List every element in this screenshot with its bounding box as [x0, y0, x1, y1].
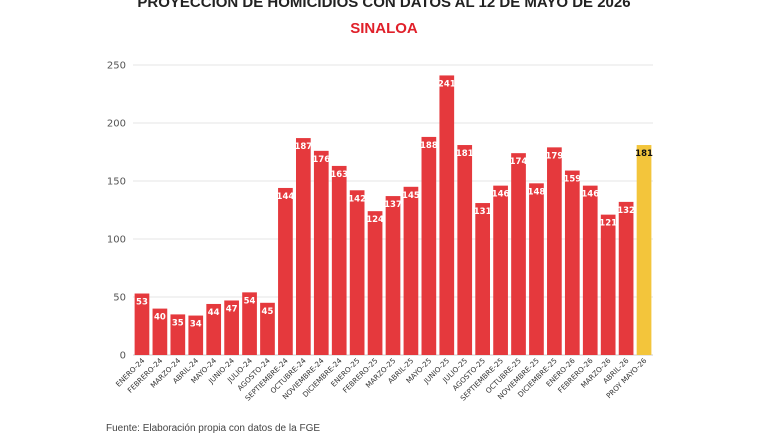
bar — [242, 292, 257, 355]
y-tick-label: 150 — [107, 177, 126, 188]
bar-value-label: 181 — [635, 149, 653, 159]
y-tick-label: 100 — [107, 235, 126, 246]
y-tick-label: 200 — [107, 119, 126, 130]
bar — [331, 165, 347, 355]
bar — [564, 170, 580, 355]
bar-value-label: 145 — [402, 191, 420, 201]
bar-value-label: 44 — [208, 308, 220, 318]
y-axis-ticks: 0 50 100 150 200 250 — [107, 61, 126, 362]
bar-value-label: 187 — [294, 142, 312, 152]
bar-projection — [636, 145, 652, 355]
bar-value-label: 179 — [546, 151, 564, 161]
bar-value-label: 159 — [563, 175, 581, 185]
bar-value-label: 40 — [154, 313, 166, 323]
bar-value-label: 47 — [226, 304, 238, 314]
bar — [313, 150, 329, 355]
bar-value-label: 176 — [312, 155, 330, 165]
bar-value-label: 45 — [262, 307, 274, 317]
bar-value-label: 53 — [136, 298, 148, 308]
bar — [547, 147, 562, 355]
bar-value-label: 163 — [330, 170, 348, 180]
y-tick-label: 0 — [120, 351, 126, 362]
bar-value-label: 181 — [456, 149, 474, 159]
bar-value-label: 174 — [510, 157, 528, 167]
bar-value-label: 241 — [438, 79, 456, 89]
bar — [260, 302, 275, 355]
bar-value-label: 188 — [420, 141, 438, 151]
bar-value-label: 137 — [384, 200, 402, 210]
bar — [224, 300, 239, 355]
chart-subtitle: SINALOA — [350, 20, 418, 37]
bar-value-label: 148 — [528, 187, 546, 197]
bar — [618, 201, 634, 355]
bar — [295, 138, 311, 355]
y-tick-label: 250 — [107, 61, 126, 72]
bar-value-label: 131 — [474, 207, 492, 217]
bar-value-label: 144 — [277, 192, 295, 202]
bar — [511, 153, 526, 355]
bar — [278, 187, 293, 355]
bar — [582, 185, 598, 355]
bar — [349, 190, 365, 355]
bar — [475, 203, 491, 355]
bar — [403, 186, 419, 355]
bar-value-label: 34 — [190, 320, 202, 330]
bar-value-label: 54 — [244, 296, 256, 306]
chart-title: PROYECCIÓN DE HOMICIDIOS CON DATOS AL 12… — [137, 0, 630, 11]
source-note: Fuente: Elaboración propia con datos de … — [106, 423, 321, 434]
bar — [600, 214, 616, 355]
bar-value-label: 121 — [599, 219, 617, 229]
bar — [188, 315, 204, 355]
bar-value-label: 132 — [617, 206, 635, 216]
bar — [457, 145, 473, 355]
bar-value-label: 124 — [366, 215, 384, 225]
bar-value-label: 146 — [492, 190, 510, 200]
bar — [421, 136, 437, 355]
bar — [439, 75, 455, 355]
bar — [170, 314, 186, 355]
bar — [493, 185, 508, 355]
bar — [529, 183, 544, 355]
bar-value-label: 146 — [581, 190, 599, 200]
bar — [134, 293, 150, 355]
bar-value-label: 35 — [172, 318, 184, 328]
bar-value-label: 142 — [348, 194, 366, 204]
y-tick-label: 50 — [113, 293, 126, 304]
bar — [206, 303, 222, 355]
x-axis-labels: ENERO-24FEBRERO-24MARZO-24ABRIL-24MAYO-2… — [114, 356, 649, 403]
bar — [385, 196, 401, 355]
bar — [367, 211, 383, 355]
bar — [152, 308, 168, 355]
